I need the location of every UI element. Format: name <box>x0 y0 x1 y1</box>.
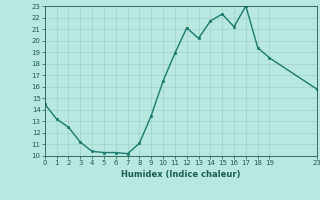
X-axis label: Humidex (Indice chaleur): Humidex (Indice chaleur) <box>121 170 241 179</box>
